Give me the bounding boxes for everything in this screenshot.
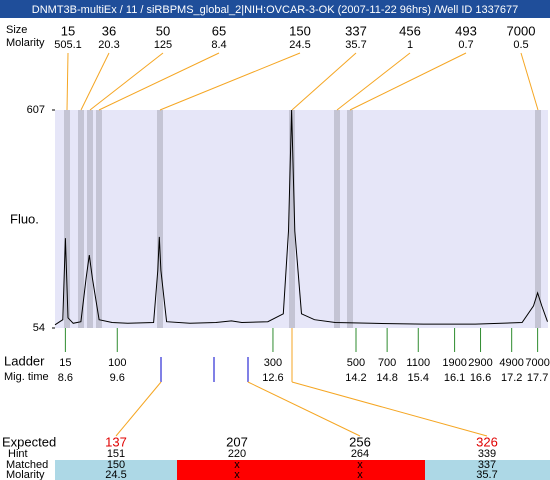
peak-size: 65 [212, 23, 226, 38]
molarity-label: Molarity [6, 37, 45, 49]
matched-value: 150 [107, 459, 125, 471]
peak-molarity: 8.4 [211, 39, 226, 51]
peak-size: 50 [156, 23, 170, 38]
ladder-time: 16.1 [444, 372, 465, 384]
peak-connector [291, 52, 357, 111]
y-tick-label: 607 [27, 104, 45, 116]
match-cell [55, 460, 177, 480]
title-bar [0, 0, 550, 18]
peak-band [157, 110, 163, 328]
peak-band [96, 110, 102, 328]
ladder-time: 8.6 [58, 372, 73, 384]
peak-size: 337 [345, 23, 367, 38]
hint-value: 264 [351, 448, 369, 460]
ladder-size: 300 [264, 357, 282, 369]
molarity-value: 24.5 [105, 469, 126, 480]
peak-molarity: 0.7 [458, 39, 473, 51]
matched-value: x [357, 459, 363, 471]
plot-area [55, 110, 548, 328]
trace [54, 109, 548, 326]
ladder-time: 17.2 [501, 372, 522, 384]
peak-connector [98, 52, 220, 111]
peak-band [87, 110, 93, 328]
peak-band [535, 110, 541, 328]
title: DNMT3B-multiEx / 11 / siRBPMS_global_2|N… [32, 4, 518, 16]
ladder-size: 700 [378, 357, 396, 369]
peak-molarity: 125 [154, 39, 172, 51]
peak-band [347, 110, 353, 328]
ladder-size: 1900 [442, 357, 466, 369]
ladder-time: 12.6 [262, 372, 283, 384]
expected-connector [291, 381, 488, 437]
peak-size: 7000 [507, 23, 536, 38]
ladder-size: 1100 [406, 357, 430, 369]
ladder-time: 14.8 [376, 372, 397, 384]
ladder-label: Ladder [4, 353, 45, 368]
peak-size: 15 [61, 23, 75, 38]
matched-value: 337 [478, 459, 496, 471]
molarity-value: 35.7 [476, 469, 497, 480]
ladder-size: 15 [59, 357, 71, 369]
hint-value: 339 [478, 448, 496, 460]
peak-size: 36 [102, 23, 116, 38]
expected-connector [247, 381, 361, 437]
peak-molarity: 24.5 [289, 39, 310, 51]
mig-time-label: Mig. time [4, 371, 49, 383]
ladder-size: 4900 [499, 357, 523, 369]
peak-connector [89, 52, 164, 111]
hint-label: Hint [8, 448, 28, 460]
ladder-time: 15.4 [408, 372, 429, 384]
ladder-time: 17.7 [527, 372, 548, 384]
peak-connector [336, 52, 411, 111]
peak-connector [520, 52, 539, 111]
molarity-row-label: Molarity [6, 469, 45, 480]
peak-connector [349, 52, 467, 111]
peak-band [289, 110, 295, 328]
hint-value: 220 [228, 448, 246, 460]
peak-connector [66, 52, 69, 111]
ladder-time: 9.6 [110, 372, 125, 384]
mismatch-cell [177, 460, 425, 480]
peak-size: 456 [399, 23, 421, 38]
peak-molarity: 505.1 [54, 39, 82, 51]
matched-label: Matched [6, 459, 48, 471]
ladder-size: 500 [347, 357, 365, 369]
peak-molarity: 0.5 [513, 39, 528, 51]
ladder-size: 7000 [525, 357, 549, 369]
hint-value: 151 [107, 448, 125, 460]
peak-band [64, 110, 70, 328]
peak-size: 150 [289, 23, 311, 38]
size-label: Size [6, 24, 27, 36]
peak-connector [159, 52, 301, 111]
peak-molarity: 1 [407, 39, 413, 51]
peak-molarity: 20.3 [98, 39, 119, 51]
ladder-size: 100 [108, 357, 126, 369]
ladder-time: 16.6 [470, 372, 491, 384]
expected-value: 326 [476, 434, 498, 449]
expected-value: 256 [349, 434, 371, 449]
peak-molarity: 35.7 [345, 39, 366, 51]
molarity-value: x [234, 469, 240, 480]
matched-value: x [234, 459, 240, 471]
expected-connector [115, 381, 162, 437]
peak-band [334, 110, 340, 328]
y-label: Fluo. [10, 211, 39, 226]
expected-label: Expected [2, 434, 56, 449]
match-cell [425, 460, 550, 480]
y-tick-label: 54 [33, 322, 45, 334]
peak-band [78, 110, 84, 328]
peak-size: 493 [455, 23, 477, 38]
ladder-size: 2900 [468, 357, 492, 369]
molarity-value: x [357, 469, 363, 480]
expected-value: 137 [105, 434, 127, 449]
ladder-time: 14.2 [345, 372, 366, 384]
expected-value: 207 [226, 434, 248, 449]
peak-connector [80, 52, 110, 111]
